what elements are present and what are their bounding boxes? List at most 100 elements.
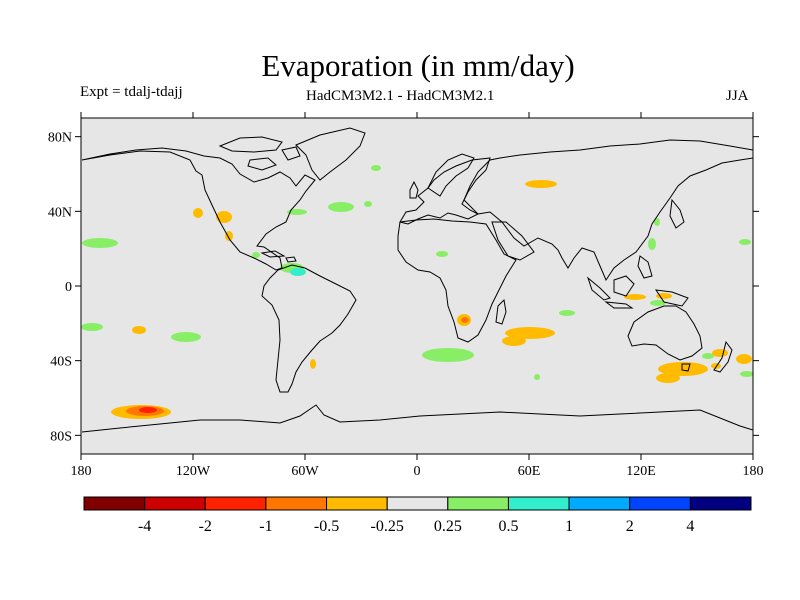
cuba-coastline — [260, 250, 286, 258]
colorbar-swatch — [629, 496, 691, 511]
australia-south-tail-patch — [656, 373, 680, 383]
plot-title: Evaporation (in mm/day) — [261, 48, 575, 83]
arctic-archipelago-coastline — [218, 136, 301, 171]
lon-tick-label: 0 — [414, 464, 421, 479]
colorbar-label: 1 — [565, 518, 573, 535]
borneo-coastline — [613, 275, 635, 297]
colorbar-label: 0.5 — [498, 518, 518, 535]
lon-tick-label: 120W — [176, 464, 211, 479]
madagascar-coastline — [495, 298, 507, 325]
new-guinea-coastline — [654, 289, 689, 307]
africa-coastline — [397, 218, 517, 343]
season-label: JJA — [726, 88, 749, 104]
south-america-evap-decrease-patch — [310, 359, 316, 369]
asia-coastline — [463, 139, 753, 282]
map-background — [81, 118, 753, 454]
colorbar-swatch — [265, 496, 328, 511]
west-africa-coast-evap-increase-patch — [436, 251, 448, 257]
colorbar-label: -0.25 — [371, 518, 404, 535]
colorbar-swatch — [568, 496, 631, 511]
east-pacific-mexico-evap-decrease-patch — [216, 211, 232, 223]
tasman-sea-evap-decrease-patch — [712, 349, 728, 357]
new-zealand-east-evap-decrease-patch — [711, 363, 721, 369]
caribbean-core-patch — [290, 268, 306, 276]
colorbar-label: 0.25 — [434, 518, 462, 535]
west-pacific-evap-increase-patch — [648, 238, 656, 250]
arctic-evap-increase-patch — [371, 165, 381, 171]
south-america-coastline — [261, 264, 357, 393]
colorbar-label: 4 — [686, 518, 694, 535]
lat-tick-label: 40S — [50, 355, 72, 370]
north-america-west-evap-decrease-patch — [193, 208, 203, 218]
west-pacific-equator-evap-decrease-patch — [656, 293, 672, 299]
north-atlantic-evap-increase-patch — [287, 209, 307, 215]
north-america-coastline — [81, 147, 316, 271]
coastlines — [81, 127, 753, 433]
greenland-coastline — [295, 127, 366, 181]
philippines-coastline — [637, 255, 653, 279]
colorbar-swatch — [507, 496, 570, 511]
europe-coastline — [399, 157, 491, 225]
north-atlantic-mid-evap-increase-patch — [328, 202, 354, 212]
southern-ocean-pacific-core-patch — [139, 407, 157, 413]
central-pacific-south-evap-increase-patch — [171, 332, 201, 342]
south-atlantic-evap-increase-patch — [422, 348, 474, 362]
indian-ocean-west-evap-increase-patch — [559, 310, 575, 316]
tropical-pacific-west-evap-increase-patch — [81, 323, 103, 331]
lat-tick-label: 80N — [48, 131, 72, 146]
uk-coastline — [409, 180, 419, 199]
hispaniola-coastline — [285, 256, 297, 263]
central-asia-evap-decrease-patch — [525, 180, 557, 188]
scandinavia-coastline — [427, 153, 475, 197]
south-pacific-east-evap-increase-patch — [740, 371, 753, 377]
lon-tick-label: 60W — [291, 464, 319, 479]
indian-ocean-south-tail-patch — [502, 336, 526, 346]
colorbar: -4 -2 -1 -0.5 -0.25 0.25 0.5 1 2 4 — [83, 496, 752, 535]
colorbar-label: -0.5 — [314, 518, 339, 535]
experiment-label: Expt = tdalj-tdajj — [80, 84, 183, 100]
tasmania-coastline — [681, 363, 691, 372]
lon-tick-label: 120E — [626, 464, 656, 479]
east-pacific-north-evap-increase-patch — [739, 239, 751, 245]
colorbar-label: 2 — [626, 518, 634, 535]
colorbar-swatch — [144, 496, 206, 511]
colorbar-swatch — [83, 496, 146, 511]
model-comparison-label: HadCM3M2.1 - HadCM3M2.1 — [306, 88, 495, 104]
south-pacific-mid-evap-increase-patch — [702, 353, 714, 359]
arabia-coastline — [491, 221, 535, 261]
lon-tick-label: 180 — [743, 464, 764, 479]
australia-south-evap-decrease-patch — [658, 362, 708, 376]
new-zealand-coastline — [713, 340, 733, 373]
colorbar-swatch — [204, 496, 267, 511]
java-coastline — [604, 301, 634, 309]
north-pacific-east-evap-increase-patch — [82, 238, 118, 248]
lon-tick-label: 180 — [71, 464, 92, 479]
colorbar-swatch — [447, 496, 509, 511]
antarctica-coastline — [81, 404, 753, 433]
lat-tick-label: 80S — [50, 429, 72, 444]
colorbar-label: -2 — [199, 518, 212, 535]
gulf-of-mexico-evap-increase-patch — [252, 252, 260, 258]
australia-coastline — [627, 305, 703, 361]
sumatra-coastline — [586, 276, 611, 301]
lon-tick-label: 60E — [518, 464, 541, 479]
map-axes: 80N 40N 0 40S 80S 180 120W 60W 0 60E 120E 180 — [48, 112, 764, 479]
indonesia-evap-decrease-patch — [624, 294, 646, 300]
anomaly-patches — [81, 165, 753, 419]
colorbar-swatch — [386, 496, 449, 511]
mexico-coast-evap-decrease-patch — [225, 231, 233, 241]
colorbar-swatch — [326, 496, 388, 511]
indian-ocean-south-evap-increase-patch — [534, 374, 540, 380]
new-zealand-evap-decrease-patch — [736, 354, 752, 364]
south-pacific-evap-decrease-patch — [132, 326, 146, 334]
australia-north-evap-increase-patch — [650, 300, 666, 306]
west-pacific-north-evap-increase-patch — [654, 218, 660, 226]
lat-tick-label: 40N — [48, 205, 72, 220]
indian-ocean-south-evap-decrease-patch — [505, 327, 555, 339]
north-atlantic-east-evap-increase-patch — [364, 201, 372, 207]
colorbar-swatch — [689, 496, 752, 511]
southern-africa-core-patch — [461, 317, 469, 323]
colorbar-label: -1 — [259, 518, 272, 535]
lat-tick-label: 0 — [65, 280, 72, 295]
